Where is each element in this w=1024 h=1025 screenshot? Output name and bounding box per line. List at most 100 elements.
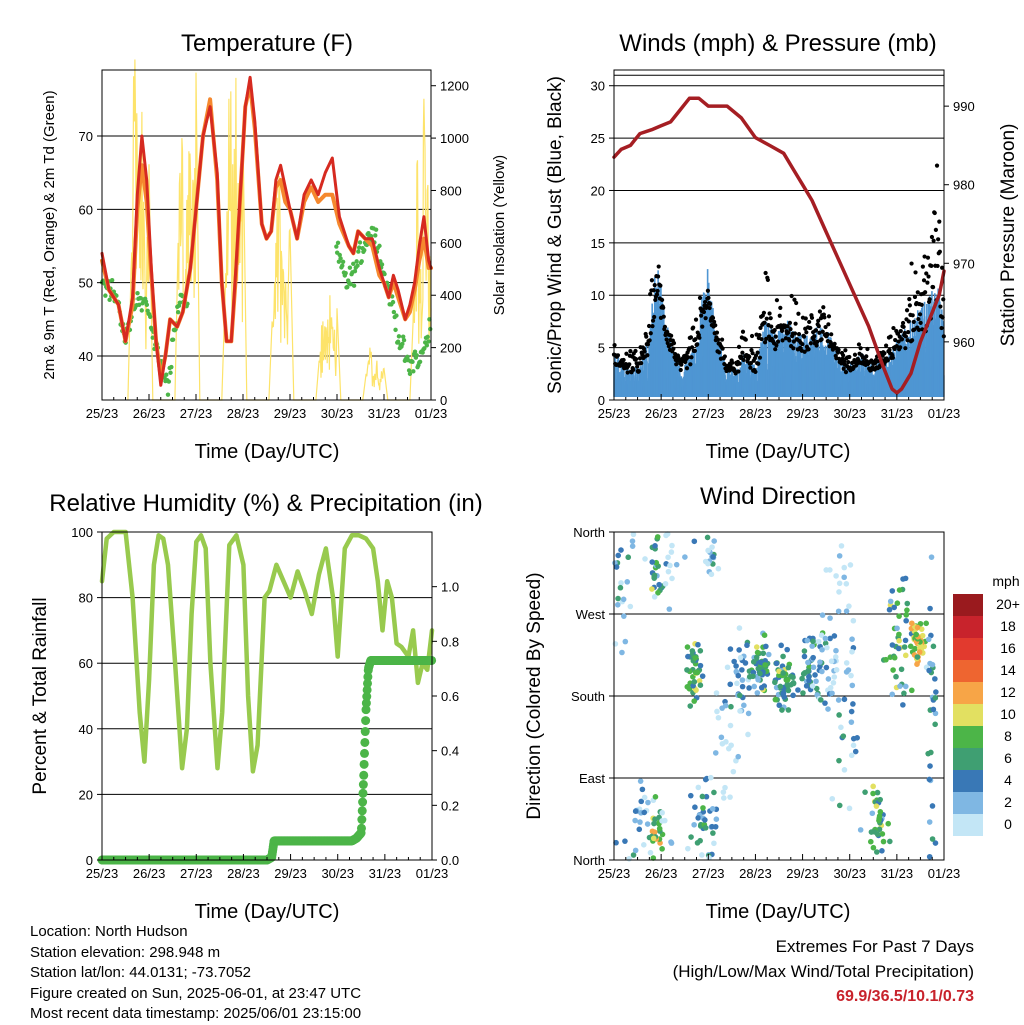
gust-point — [693, 317, 699, 322]
gust-point — [819, 337, 824, 342]
wind-direction-point — [916, 649, 923, 655]
gust-point — [940, 265, 945, 270]
wind-direction-point — [825, 676, 832, 682]
x-tick-label-2: 27/23 — [692, 866, 725, 881]
x-tick-label-3: 28/23 — [739, 406, 772, 421]
dewpoint-point — [362, 247, 367, 253]
x-tick-label-1: 26/23 — [133, 866, 166, 881]
wind-direction-point — [687, 792, 694, 799]
wind-direction-point — [665, 568, 672, 575]
wind-direction-point — [699, 793, 706, 800]
gust-point — [910, 313, 915, 318]
x-tick-label-2: 27/23 — [180, 866, 213, 881]
wind-direction-point — [833, 647, 839, 654]
legend-label-10: 0 — [1004, 816, 1012, 832]
gust-point — [707, 305, 712, 311]
wind-direction-point — [926, 776, 933, 783]
x-tick-label-0: 25/23 — [598, 866, 631, 881]
wind-direction-point — [705, 547, 711, 554]
gust-point — [812, 334, 817, 339]
wind-direction-point — [686, 686, 693, 692]
precip-point — [359, 759, 369, 769]
wind-direction-point — [666, 606, 673, 612]
gust-point — [791, 346, 796, 351]
gust-point — [712, 319, 717, 324]
wind-direction-point — [691, 538, 698, 545]
gust-point — [912, 294, 918, 300]
gust-point — [858, 346, 863, 351]
wind-direction-point — [735, 672, 742, 679]
wind-direction-point — [699, 673, 706, 679]
gust-point — [697, 295, 703, 300]
gust-point — [701, 309, 707, 315]
wind-direction-point — [815, 638, 822, 645]
gust-point — [786, 330, 791, 335]
gust-point — [767, 311, 772, 316]
gust-point — [929, 234, 935, 240]
wind-direction-point — [783, 677, 790, 683]
gust-point — [836, 347, 841, 352]
dewpoint-point — [357, 240, 363, 245]
gust-point — [909, 261, 914, 266]
wind-direction-point — [780, 653, 786, 660]
wind-direction-point — [758, 684, 765, 691]
gust-point — [791, 339, 796, 344]
wind-direction-point — [691, 679, 698, 685]
dewpoint-point — [348, 281, 353, 287]
gust-point — [920, 264, 925, 269]
dewpoint-point — [164, 372, 169, 377]
wind-direction-point — [710, 554, 716, 560]
wind-direction-point — [624, 579, 631, 585]
precip-point — [361, 698, 371, 708]
wind-direction-point — [927, 605, 933, 612]
gust-point — [624, 351, 629, 356]
gust-point — [621, 357, 626, 363]
precip-point — [359, 770, 369, 780]
y-right-tick-label-3: 600 — [440, 236, 462, 251]
gust-point — [898, 345, 903, 350]
gust-point — [787, 320, 793, 325]
gust-point — [885, 358, 890, 363]
gust-point — [816, 318, 821, 323]
wind-direction-point — [836, 580, 843, 587]
wind-direction-point — [688, 834, 694, 840]
wind-direction-point — [618, 580, 624, 586]
pressure-series — [612, 96, 946, 395]
wind-direction-point — [757, 670, 763, 677]
wind-direction-point — [819, 612, 826, 618]
wind-direction-point — [818, 697, 824, 703]
wind-direction-point — [827, 615, 833, 621]
y-right-tick-label-0: 960 — [953, 335, 975, 350]
legend-swatch-3 — [953, 660, 983, 682]
wind-direction-point — [824, 644, 830, 651]
wind-direction-point — [809, 683, 816, 689]
wind-direction-point — [718, 734, 725, 741]
wind-direction-point — [715, 565, 722, 572]
gust-point — [796, 331, 802, 337]
wind-direction-point — [929, 803, 936, 809]
wind-direction-point — [831, 674, 838, 680]
wind-direction-point — [907, 643, 914, 650]
gust-point — [898, 328, 903, 334]
wind-direction-point — [901, 690, 907, 697]
gust-point — [773, 334, 778, 339]
y-right-tick-label-4: 800 — [440, 183, 462, 198]
dewpoint-point — [405, 354, 410, 360]
wind-direction-point — [650, 855, 657, 861]
recent-text: Most recent data timestamp: 2025/06/01 2… — [30, 1005, 362, 1022]
x-tick-label-5: 30/23 — [833, 406, 866, 421]
wind-direction-point — [895, 645, 902, 652]
wind-direction-point — [827, 567, 833, 573]
gust-point — [637, 356, 643, 361]
wind-direction-point — [928, 554, 935, 560]
wind-direction-point — [613, 564, 620, 570]
y-tick-label-0: 0 — [598, 393, 605, 408]
wind-direction-point — [706, 855, 712, 861]
dewpoint-point — [356, 245, 362, 250]
legend-swatch-1 — [953, 616, 983, 638]
legend-label-9: 2 — [1004, 794, 1012, 810]
dewpoint-point — [347, 265, 353, 270]
wind-direction-point — [879, 847, 885, 854]
gust-point — [615, 353, 621, 358]
gust-point — [686, 355, 691, 360]
